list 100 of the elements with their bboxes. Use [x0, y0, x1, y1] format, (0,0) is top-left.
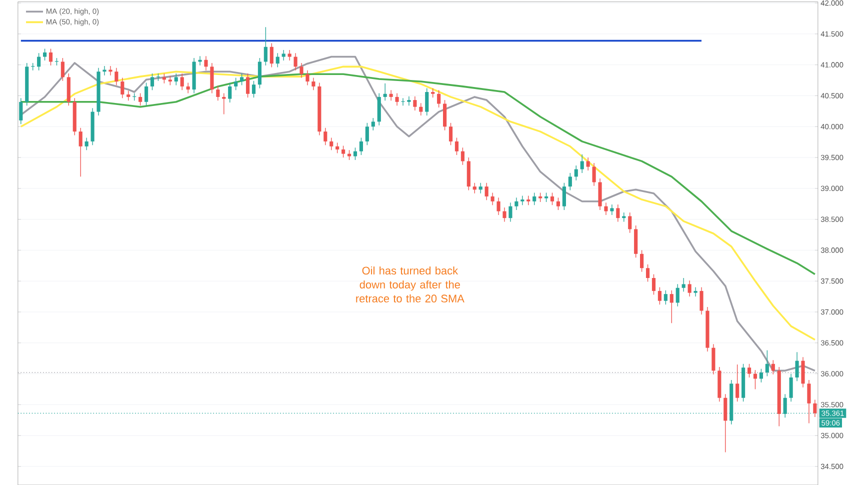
- candlestick: [508, 202, 512, 222]
- candlestick: [801, 356, 805, 388]
- candlestick: [389, 90, 393, 102]
- candlestick: [365, 122, 369, 146]
- candlestick: [204, 56, 208, 71]
- annotation: Oil has turned back down today after the retrace to the 20 SMA: [356, 266, 464, 302]
- candlestick: [484, 182, 488, 200]
- candlestick: [610, 204, 614, 216]
- candlestick: [228, 82, 232, 103]
- candlestick: [174, 73, 178, 86]
- candlestick: [84, 137, 88, 150]
- candlestick: [425, 88, 429, 116]
- candlestick: [180, 73, 184, 90]
- candlestick: [568, 172, 572, 191]
- candlestick: [472, 182, 476, 194]
- candlestick: [60, 58, 64, 82]
- candlestick: [747, 364, 752, 378]
- candlestick: [771, 360, 775, 375]
- candlestick: [270, 42, 274, 68]
- candlestick: [640, 250, 644, 272]
- candlestick: [807, 380, 811, 424]
- candlestick: [37, 52, 41, 71]
- candlestick: [282, 50, 286, 61]
- candlestick: [586, 157, 590, 171]
- candlestick: [300, 62, 304, 78]
- candlestick: [19, 98, 23, 124]
- candlestick: [383, 83, 387, 102]
- candlestick: [419, 102, 423, 116]
- candlestick: [813, 399, 817, 418]
- candlestick: [688, 280, 692, 297]
- candlestick: [353, 147, 358, 160]
- candlestick: [789, 373, 793, 402]
- candlestick: [538, 192, 542, 202]
- candlestick: [210, 62, 214, 94]
- candlestick: [114, 68, 118, 86]
- candlestick: [359, 137, 363, 156]
- candlestick: [478, 182, 482, 194]
- candlestick: [407, 96, 411, 106]
- candlestick: [312, 77, 316, 90]
- candlestick: [616, 204, 620, 222]
- candlestick: [514, 197, 518, 210]
- candlestick: [682, 278, 686, 292]
- candlestick: [795, 352, 799, 382]
- candlestick: [144, 82, 148, 106]
- candlestick: [258, 58, 262, 89]
- candlestick: [431, 88, 435, 98]
- candlestick: [306, 70, 310, 86]
- candlestick: [670, 290, 674, 324]
- candlestick: [604, 202, 608, 216]
- candlestick: [580, 154, 584, 174]
- candlestick: [532, 192, 536, 206]
- candlestick: [712, 344, 716, 375]
- candlestick: [502, 207, 506, 222]
- candlestick: [694, 286, 698, 297]
- candlestick: [168, 76, 172, 86]
- candlestick: [736, 364, 740, 402]
- candlestick: [652, 274, 656, 296]
- candlestick: [562, 182, 566, 210]
- candlestick: [526, 195, 530, 206]
- candlestick: [454, 137, 459, 156]
- candlestick: [186, 82, 190, 94]
- candlestick: [371, 118, 375, 131]
- candlestick: [162, 73, 166, 84]
- candlestick: [460, 147, 464, 166]
- candlestick: [622, 212, 626, 222]
- candlestick: [676, 284, 680, 307]
- candlestick: [628, 212, 632, 234]
- candlestick: [395, 92, 399, 106]
- candlestick: [120, 77, 124, 99]
- candlestick: [765, 350, 769, 377]
- candlestick: [78, 127, 82, 178]
- candlestick: [448, 122, 453, 146]
- candlestick: [294, 52, 298, 71]
- candlestick: [724, 394, 728, 453]
- candlestick: [646, 264, 650, 282]
- candlestick: [222, 92, 226, 115]
- candlestick: [664, 290, 668, 305]
- candlestick: [550, 192, 554, 206]
- candlestick: [520, 195, 524, 206]
- candlestick: [437, 90, 441, 108]
- candlestick: [342, 145, 346, 158]
- candlestick: [150, 73, 154, 90]
- candlestick: [556, 197, 560, 210]
- candlestick: [252, 80, 256, 98]
- candlestick: [126, 90, 130, 102]
- candlestick: [324, 127, 328, 146]
- candlestick: [336, 142, 340, 154]
- candlestick: [234, 77, 238, 90]
- candlestick: [442, 100, 447, 131]
- candlestick: [48, 48, 53, 66]
- candlestick: [759, 368, 763, 383]
- candlestick: [413, 96, 417, 111]
- candlestick: [490, 192, 494, 206]
- candlestick: [544, 192, 548, 202]
- candlestick: [700, 286, 704, 315]
- candlestick: [288, 50, 292, 61]
- candlestick: [216, 85, 220, 102]
- candlestick: [496, 197, 500, 216]
- candlestick: [574, 165, 578, 181]
- candlestick: [264, 26, 268, 66]
